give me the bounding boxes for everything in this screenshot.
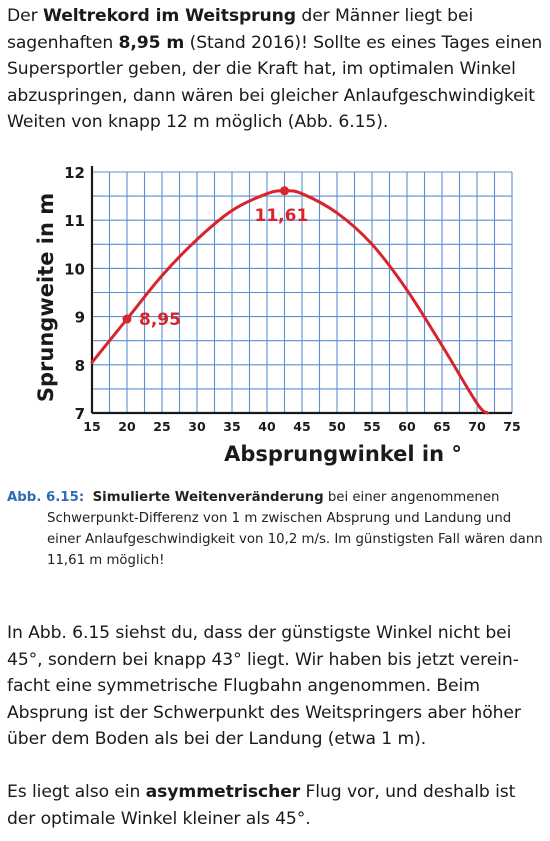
x-tick-label: 15 bbox=[83, 419, 100, 434]
data-point-label: 11,61 bbox=[255, 206, 309, 226]
intro-text-1: Der bbox=[7, 6, 43, 26]
x-tick-label: 65 bbox=[433, 419, 450, 434]
x-tick-label: 60 bbox=[398, 419, 416, 434]
body3-bold-asymmetric: asymmetrischer bbox=[145, 782, 301, 802]
y-tick-label: 12 bbox=[64, 164, 85, 182]
y-tick-label: 8 bbox=[75, 357, 85, 375]
caption-label: Abb. 6.15: bbox=[7, 490, 85, 505]
body-paragraph-3: Es liegt also ein asymmetrischer Flug vo… bbox=[7, 779, 543, 832]
x-tick-label: 45 bbox=[293, 419, 310, 434]
x-tick-label: 40 bbox=[258, 419, 276, 434]
y-tick-label: 9 bbox=[75, 309, 85, 327]
x-tick-label: 50 bbox=[328, 419, 346, 434]
data-point-label: 8,95 bbox=[139, 310, 181, 330]
figure-caption: Abb. 6.15: Simulierte Weitenveränderung … bbox=[7, 487, 543, 571]
intro-text-2: der Männer liegt bei sagenhaften bbox=[7, 6, 474, 53]
intro-bold-record: 8,95 m bbox=[118, 32, 185, 53]
chart-svg: 7 8 9 10 11 12 15 20 25 30 35 40 45 50 55 60 65 70 75 Abspr… bbox=[34, 164, 521, 466]
x-tick-label: 20 bbox=[118, 419, 136, 434]
data-point-marker bbox=[122, 314, 132, 324]
series-curve bbox=[90, 189, 489, 415]
intro-text-3: (Stand 2016)! Sollte es eines Tages eine… bbox=[7, 32, 543, 133]
x-tick-label: 55 bbox=[363, 419, 380, 434]
body3-text-1: Es liegt also ein bbox=[7, 782, 146, 802]
body-paragraph-2: In Abb. 6.15 siehst du, dass der günstig… bbox=[7, 623, 521, 749]
intro-bold-weltrekord: Weltrekord im Weitsprung bbox=[42, 6, 297, 26]
x-tick-label: 75 bbox=[503, 419, 520, 434]
x-tick-label: 30 bbox=[188, 419, 206, 434]
data-point-marker bbox=[280, 186, 289, 196]
x-tick-label: 35 bbox=[223, 419, 240, 434]
caption-bold: Simulierte Weitenveränderung bbox=[92, 490, 324, 505]
y-axis-label: Sprungweite in m bbox=[34, 193, 58, 402]
caption-first-line-rest: bei einer angenommenen bbox=[323, 490, 500, 505]
x-tick-label: 70 bbox=[468, 419, 486, 434]
intro-paragraph: Der Weltrekord im Weitsprung der Männer … bbox=[7, 3, 543, 136]
jump-distance-chart: 7 8 9 10 11 12 15 20 25 30 35 40 45 50 55 60 65 70 75 Abspr… bbox=[0, 160, 550, 475]
x-axis-label: Absprungwinkel in ° bbox=[224, 442, 462, 466]
y-tick-label: 7 bbox=[75, 405, 85, 423]
y-tick-label: 10 bbox=[64, 260, 85, 278]
caption-rest: Schwerpunkt-Differenz von 1 m zwischen A… bbox=[47, 511, 543, 568]
caption-first-line: Abb. 6.15: Simulierte Weitenveränderung … bbox=[7, 487, 543, 508]
x-tick-label: 25 bbox=[153, 419, 170, 434]
y-tick-label: 11 bbox=[64, 212, 85, 230]
body3-text-2: Flug vor, und deshalb ist der optimale W… bbox=[7, 782, 516, 829]
